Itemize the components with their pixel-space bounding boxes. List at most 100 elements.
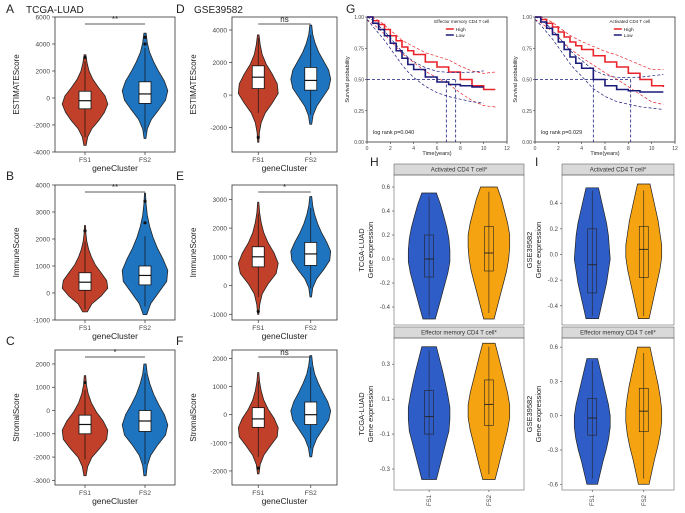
box <box>484 226 494 272</box>
significance-label: ** <box>112 15 118 24</box>
y-tick-label: 0 <box>223 412 227 419</box>
y-tick-label: 0.50 <box>522 78 532 84</box>
y-tick-label: 6000 <box>36 15 51 22</box>
y-tick-label: 0.4 <box>382 209 391 215</box>
significance-label: * <box>283 183 286 192</box>
y-tick-label: -2000 <box>210 468 227 475</box>
x-tick-label: 6 <box>436 146 439 152</box>
y-tick-label: -1000 <box>210 312 227 319</box>
box <box>587 398 598 436</box>
y-tick-label: -0.3 <box>380 467 391 473</box>
y-tick-label: 1000 <box>36 385 51 392</box>
x-tick-label: FS2 <box>139 490 151 497</box>
y-tick-label: -1000 <box>33 431 50 438</box>
x-tick-label: FS2 <box>487 494 493 506</box>
y-tick-label: 0.2 <box>382 233 391 239</box>
box <box>78 272 92 291</box>
panel-F: -2000 -1000 0 1000 2000 StromalScore geneClust… <box>189 348 338 506</box>
x-axis-label: geneCluster <box>262 163 308 173</box>
plot-frame <box>393 174 525 326</box>
y-tick-label: 4000 <box>36 183 51 190</box>
panel-letter-A: A <box>6 2 14 16</box>
survival-curve-Low <box>367 16 484 88</box>
panel-D: -2000 0 2000 4000 ESTIMATEScore geneClusterFS… <box>189 15 338 173</box>
y-tick-label: 3000 <box>213 197 228 204</box>
significance-label: * <box>113 348 116 357</box>
y-tick-label: 1000 <box>213 384 228 391</box>
x-tick-label: FS1 <box>79 325 91 332</box>
y-tick-label: 1.00 <box>522 15 532 21</box>
y-axis-label: Gene expression <box>366 222 375 279</box>
y-tick-label: 2000 <box>213 356 228 363</box>
x-tick-label: FS2 <box>305 157 317 164</box>
outlier-point <box>143 199 147 203</box>
x-tick-label: 0 <box>366 146 369 152</box>
y-axis-label: ESTIMATEScore <box>189 54 198 115</box>
plot-frame <box>54 184 176 321</box>
y-tick-label: 0 <box>223 93 227 100</box>
pvalue-annotation: log rank p=0.040 <box>373 130 414 136</box>
y-tick-label: 0.3 <box>382 362 391 368</box>
panel-A: -4000 -2000 0 2000 4000 6000 ESTIMATEScore gene… <box>12 15 176 173</box>
y-tick-label: 0.2 <box>550 227 559 233</box>
outlier-point <box>143 42 147 46</box>
y-tick-label: 0.6 <box>382 185 391 191</box>
x-tick-label: 4 <box>412 146 415 152</box>
dataset-header-tcga: TCGA-LUAD <box>26 5 84 16</box>
survival-curve-High <box>367 16 496 91</box>
x-tick-label: FS1 <box>590 494 596 506</box>
legend-title: Activated CD4 T cell <box>609 19 650 24</box>
y-axis-label: Gene expression <box>534 386 543 443</box>
y-tick-label: 0 <box>223 283 227 290</box>
x-axis-label: geneCluster <box>92 496 138 506</box>
box <box>638 225 649 278</box>
significance-label: ns <box>280 15 288 24</box>
y-tick-label: 0.0 <box>550 414 559 420</box>
x-tick-label: 10 <box>481 146 487 152</box>
y-tick-label: 0.75 <box>522 46 532 52</box>
plot-frame <box>231 184 338 321</box>
x-tick-label: FS2 <box>642 494 648 506</box>
y-tick-label: 1000 <box>36 264 51 271</box>
plot-frame <box>54 16 176 153</box>
x-tick-label: FS1 <box>252 325 264 332</box>
plot-frame <box>54 349 176 486</box>
y-tick-label: 0.0 <box>382 257 391 263</box>
x-axis-label: geneCluster <box>92 163 138 173</box>
y-axis-label: StromalScore <box>189 393 198 442</box>
legend-title: Effector memory CD4 T cell <box>434 19 489 24</box>
x-tick-label: 8 <box>459 146 462 152</box>
x-tick-label: 12 <box>672 146 678 152</box>
legend-label: Low <box>456 33 465 39</box>
y-tick-label: 0 <box>46 291 50 298</box>
y-axis-label: ImmuneScore <box>12 227 21 277</box>
y-tick-label: -0.6 <box>548 482 559 488</box>
x-tick-label: 12 <box>504 146 510 152</box>
x-tick-label: 10 <box>649 146 655 152</box>
outlier-point <box>256 466 260 470</box>
y-tick-label: -0.4 <box>548 304 559 310</box>
x-tick-label: FS1 <box>79 490 91 497</box>
box <box>304 67 318 91</box>
y-axis-label: ESTIMATEScore <box>12 54 21 115</box>
y-tick-label: 0.00 <box>522 140 532 146</box>
x-axis-label: Time(years) <box>422 151 451 157</box>
y-tick-label: 2000 <box>36 237 51 244</box>
y-tick-label: -2000 <box>33 455 50 462</box>
x-tick-label: FS2 <box>139 325 151 332</box>
panel-B: -1000 0 1000 2000 3000 4000 ImmuneScore geneClu… <box>12 183 176 341</box>
ci-lower-Low <box>534 19 664 110</box>
y-axis-label: Gene expression <box>366 386 375 443</box>
significance-label: ** <box>112 183 118 192</box>
y-tick-label: -2000 <box>210 125 227 132</box>
y-tick-label: 2000 <box>36 361 51 368</box>
x-axis-label: geneCluster <box>262 496 308 506</box>
y-tick-label: 3000 <box>36 210 51 217</box>
x-axis-label: geneCluster <box>92 331 138 341</box>
outlier-point <box>83 55 87 60</box>
y-tick-label: 2000 <box>213 60 228 67</box>
survival-curve-High <box>535 16 665 87</box>
panel-H2: Effector memory CD4 T cell* -0.3 -0.1 0.1 0.… <box>357 326 525 506</box>
y-tick-label: 0.0 <box>550 252 559 258</box>
